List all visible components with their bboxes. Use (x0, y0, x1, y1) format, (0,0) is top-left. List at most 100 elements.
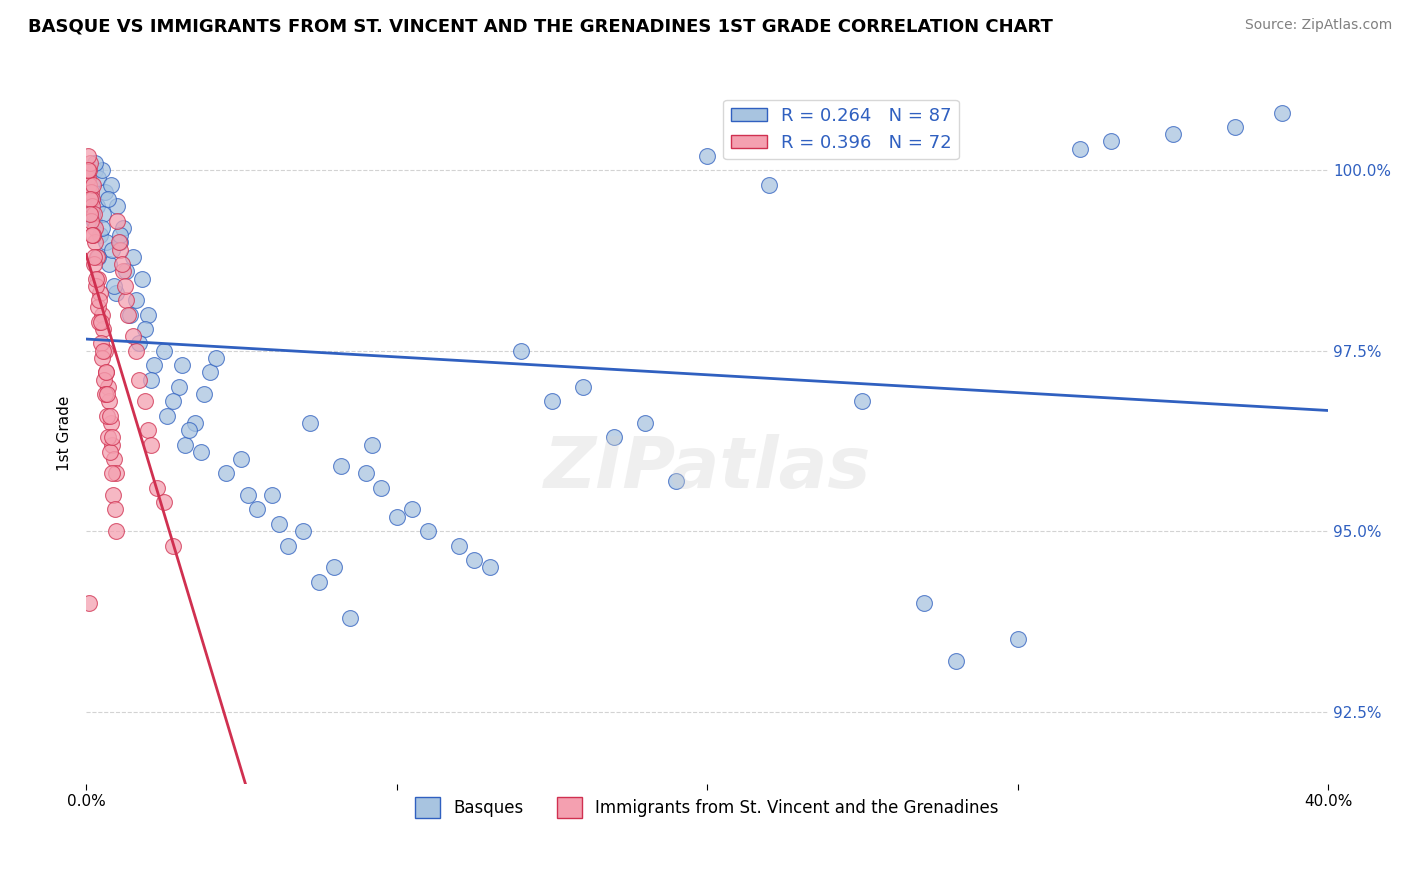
Point (298, 416, 321, 430)
Point (103, 488, 125, 502)
Point (236, 488, 259, 502)
Point (83, 257, 105, 271)
Point (87, 301, 110, 315)
Point (90, 163, 112, 178)
Point (134, 394, 156, 409)
Point (79, 206, 101, 220)
Point (1007, 632, 1029, 647)
Point (91, 322, 114, 336)
Text: BASQUE VS IMMIGRANTS FROM ST. VINCENT AND THE GRENADINES 1ST GRADE CORRELATION C: BASQUE VS IMMIGRANTS FROM ST. VINCENT AN… (28, 18, 1053, 36)
Point (360, 437, 382, 451)
Point (141, 437, 163, 451)
Point (478, 560, 501, 574)
Point (98, 409, 121, 423)
Point (105, 524, 128, 538)
Point (1069, 142, 1091, 156)
Point (416, 524, 439, 538)
Point (77, 596, 100, 610)
Point (86, 271, 108, 285)
Point (1223, 120, 1246, 134)
Point (323, 560, 346, 574)
Point (385, 509, 408, 524)
Point (267, 516, 290, 531)
Point (117, 308, 139, 322)
Point (104, 285, 127, 300)
Point (104, 502, 127, 516)
Point (665, 474, 688, 488)
Point (401, 502, 423, 516)
Point (87, 250, 110, 264)
Point (91, 351, 114, 365)
Point (96, 387, 118, 401)
Y-axis label: 1st Grade: 1st Grade (58, 396, 72, 471)
Point (98, 444, 121, 458)
Point (167, 380, 190, 394)
Point (231, 452, 253, 467)
Point (98, 257, 121, 271)
Point (79, 156, 101, 170)
Point (80, 192, 103, 206)
Point (110, 243, 132, 257)
Point (851, 394, 873, 409)
Point (277, 539, 299, 553)
Point (143, 358, 166, 372)
Point (447, 539, 470, 553)
Point (97, 430, 120, 444)
Point (93, 185, 115, 199)
Point (1161, 127, 1184, 141)
Point (83, 206, 105, 220)
Point (540, 394, 562, 409)
Point (86, 250, 108, 264)
Point (80, 185, 103, 199)
Point (76, 170, 98, 185)
Point (354, 467, 377, 481)
Point (101, 243, 124, 257)
Point (103, 278, 125, 293)
Point (205, 351, 228, 365)
Point (215, 467, 238, 481)
Point (103, 452, 125, 467)
Point (292, 524, 315, 538)
Point (80, 192, 103, 206)
Legend: Basques, Immigrants from St. Vincent and the Grenadines: Basques, Immigrants from St. Vincent and… (409, 790, 1005, 824)
Point (162, 539, 184, 553)
Point (77, 178, 100, 192)
Point (200, 365, 222, 379)
Point (77, 163, 100, 178)
Point (110, 235, 132, 250)
Point (136, 308, 159, 322)
Point (131, 271, 153, 285)
Point (100, 178, 122, 192)
Point (94, 387, 117, 401)
Point (96, 409, 118, 423)
Point (84, 278, 107, 293)
Point (174, 437, 197, 451)
Point (136, 423, 159, 437)
Point (1270, 105, 1292, 120)
Point (572, 380, 595, 394)
Point (128, 373, 150, 387)
Point (758, 178, 780, 192)
Point (177, 423, 200, 437)
Point (308, 574, 330, 589)
Point (83, 214, 105, 228)
Point (96, 365, 118, 379)
Point (112, 264, 135, 278)
Point (80, 214, 103, 228)
Point (104, 467, 127, 481)
Point (118, 308, 141, 322)
Point (89, 285, 111, 300)
Point (945, 654, 967, 668)
Point (93, 343, 115, 358)
Point (90, 336, 112, 351)
Point (93, 343, 115, 358)
Point (914, 596, 936, 610)
Point (190, 444, 212, 458)
Point (105, 214, 128, 228)
Point (84, 235, 107, 250)
Point (82, 199, 104, 213)
Point (77, 185, 100, 199)
Point (87, 271, 110, 285)
Point (82, 178, 104, 192)
Point (121, 329, 143, 343)
